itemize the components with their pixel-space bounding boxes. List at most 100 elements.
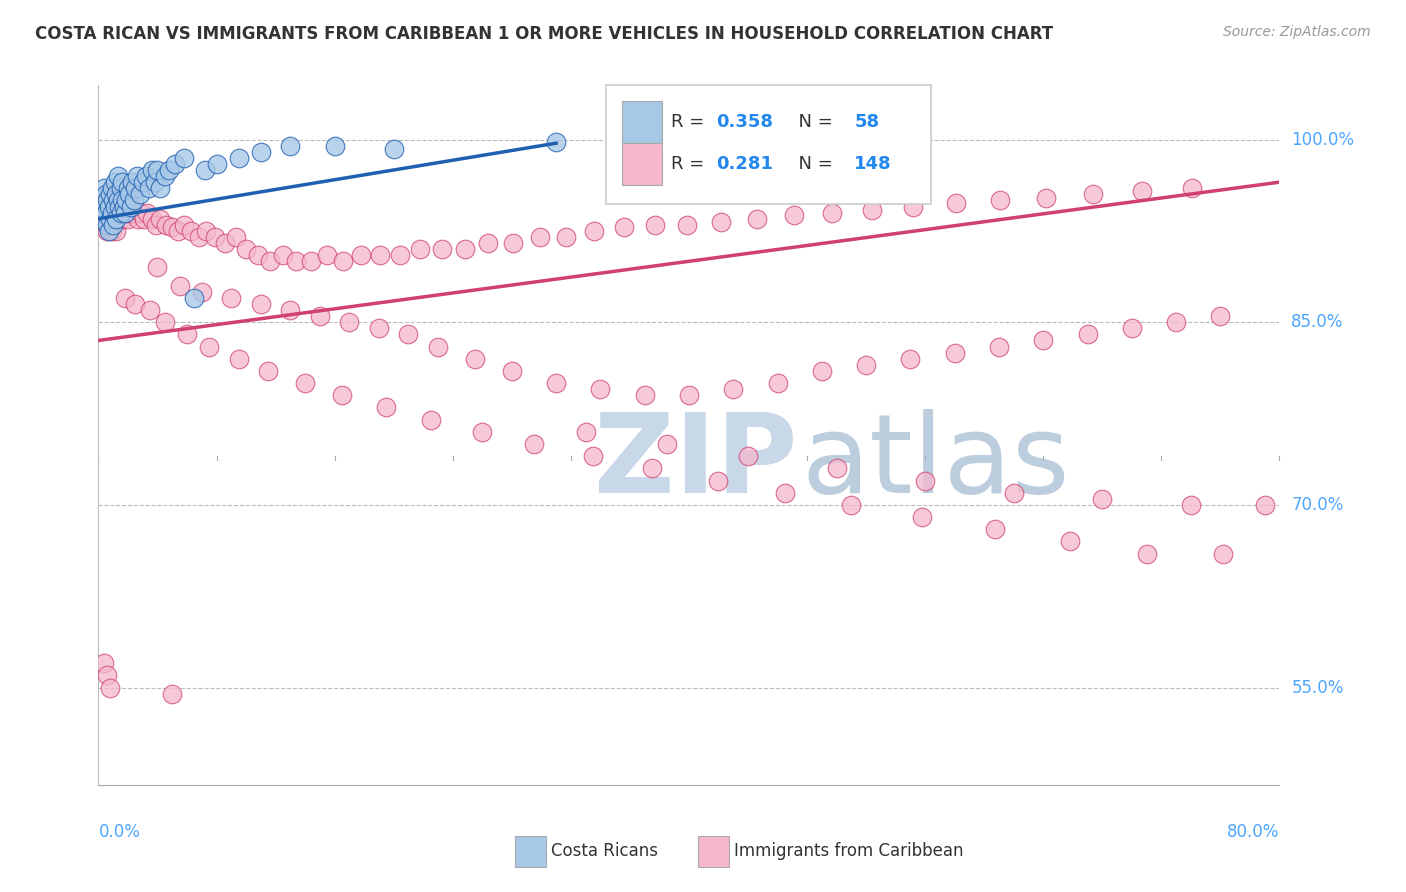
Point [97, 218, 120, 232]
Point [98, 211, 121, 226]
Point [117, 211, 139, 226]
Point [235, 242, 257, 256]
Point [97, 194, 120, 208]
Point [167, 224, 190, 238]
Point [644, 218, 666, 232]
Point [124, 297, 146, 311]
Point [221, 291, 243, 305]
Point [93, 211, 115, 226]
Point [115, 205, 138, 219]
Point [453, 242, 475, 256]
Point [94, 187, 117, 202]
Point [180, 224, 202, 238]
Point [122, 194, 145, 208]
Point [432, 242, 454, 256]
Point [1130, 184, 1153, 198]
Point [943, 345, 966, 359]
Point [162, 220, 183, 235]
Point [96, 668, 118, 682]
Point [141, 211, 163, 226]
Point [139, 303, 162, 318]
Point [136, 205, 159, 219]
Point [111, 175, 134, 189]
Point [94, 205, 117, 219]
Point [103, 194, 125, 208]
Point [983, 522, 1005, 536]
Point [299, 254, 322, 268]
Text: 0.358: 0.358 [716, 113, 773, 131]
Point [114, 205, 136, 219]
Point [108, 200, 131, 214]
Point [120, 200, 142, 214]
Point [143, 175, 166, 189]
Point [860, 203, 883, 218]
Point [97, 224, 120, 238]
Point [339, 315, 361, 329]
Point [737, 449, 759, 463]
Point [94, 218, 117, 232]
Point [419, 412, 441, 426]
Point [149, 181, 172, 195]
Point [103, 194, 125, 208]
Point [707, 474, 730, 488]
Point [1083, 187, 1105, 202]
Point [115, 194, 138, 208]
Point [173, 218, 195, 232]
Point [110, 205, 132, 219]
Point [529, 230, 551, 244]
Point [1254, 498, 1277, 512]
Point [1035, 191, 1057, 205]
Point [100, 205, 122, 219]
Point [228, 351, 250, 366]
Point [1166, 315, 1188, 329]
Point [575, 425, 598, 439]
Point [555, 230, 578, 244]
Point [96, 224, 118, 238]
Point [766, 376, 789, 390]
Point [502, 235, 524, 250]
Point [187, 230, 209, 244]
Point [388, 248, 411, 262]
Point [1209, 309, 1232, 323]
Point [114, 291, 136, 305]
Text: Immigrants from Caribbean: Immigrants from Caribbean [734, 842, 963, 861]
Text: 0.0%: 0.0% [98, 823, 141, 841]
Text: N =: N = [787, 155, 838, 173]
Point [105, 211, 128, 226]
Point [198, 340, 221, 354]
Point [121, 205, 143, 219]
Point [194, 163, 217, 178]
Point [945, 195, 967, 210]
Point [841, 498, 863, 512]
Point [128, 187, 150, 202]
Point [914, 474, 936, 488]
FancyBboxPatch shape [621, 101, 662, 143]
Point [103, 218, 125, 232]
Point [93, 656, 115, 670]
Point [118, 187, 141, 202]
FancyBboxPatch shape [516, 836, 546, 867]
Text: 148: 148 [855, 155, 891, 173]
Point [138, 181, 160, 195]
Point [107, 194, 129, 208]
Text: atlas: atlas [801, 409, 1070, 516]
Point [350, 248, 373, 262]
Text: 85.0%: 85.0% [1291, 313, 1344, 331]
Point [1077, 327, 1099, 342]
Point [169, 278, 191, 293]
Point [911, 510, 934, 524]
Point [111, 194, 134, 208]
Point [332, 254, 354, 268]
Point [745, 211, 768, 226]
Point [257, 364, 280, 378]
Point [98, 681, 121, 695]
Point [285, 254, 308, 268]
Point [124, 205, 146, 219]
Point [96, 205, 118, 219]
Point [100, 224, 122, 238]
Point [104, 211, 127, 226]
Point [427, 340, 450, 354]
Text: COSTA RICAN VS IMMIGRANTS FROM CARIBBEAN 1 OR MORE VEHICLES IN HOUSEHOLD CORRELA: COSTA RICAN VS IMMIGRANTS FROM CARIBBEAN… [35, 25, 1053, 43]
Point [94, 194, 117, 208]
FancyBboxPatch shape [699, 836, 730, 867]
